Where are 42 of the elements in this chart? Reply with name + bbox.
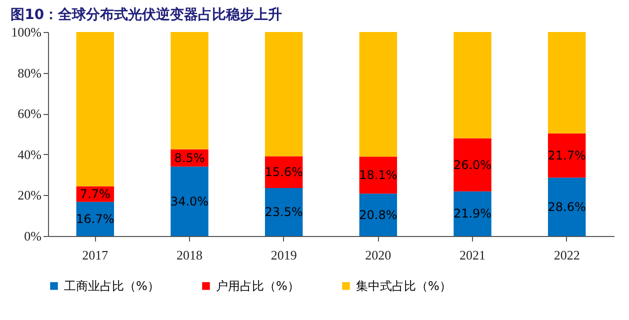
data-label: 18.1% [359,168,398,182]
y-tick-label: 80% [18,65,42,80]
legend-label: 户用占比（%） [216,279,300,293]
bar [359,32,398,157]
x-tick-label: 2021 [460,248,486,262]
legend-label: 集中式占比（%） [356,279,452,293]
bar [264,32,303,156]
data-label: 16.7% [76,212,114,226]
bar [454,191,492,236]
y-tick-label: 0% [24,228,42,244]
data-label: 15.6% [264,165,303,180]
bar [548,32,586,134]
bar [454,32,492,138]
data-label: 23.5% [264,205,303,220]
bar [548,133,586,178]
bar [76,32,114,186]
data-label: 8.5% [174,150,205,165]
bar [170,32,208,150]
bar [359,194,398,236]
legend-label: 工商业占比（%） [64,279,160,293]
y-tick-label: 60% [18,106,42,122]
data-label: 28.6% [548,200,586,214]
bar [548,178,586,236]
data-label: 34.0% [170,194,209,208]
x-tick-label: 2022 [554,248,580,262]
y-tick-label: 40% [18,146,42,162]
bar [264,188,303,236]
y-tick-label: 100% [11,24,42,40]
x-tick-label: 2018 [176,248,202,262]
x-tick-label: 2019 [270,248,297,262]
data-label: 7.7% [80,187,110,202]
y-tick-label: 20% [18,188,42,203]
bar [359,156,398,194]
chart-title: 图10：全球分布式光伏逆变器占比稳步上升 [10,6,282,23]
data-label: 21.9% [453,206,492,221]
data-label: 20.8% [359,208,398,222]
x-tick-label: 2020 [365,248,392,262]
x-tick-label: 2017 [82,248,109,262]
bar [170,166,208,236]
data-label: 21.7% [548,148,586,163]
data-label: 26.0% [453,158,492,172]
bar [454,138,492,192]
